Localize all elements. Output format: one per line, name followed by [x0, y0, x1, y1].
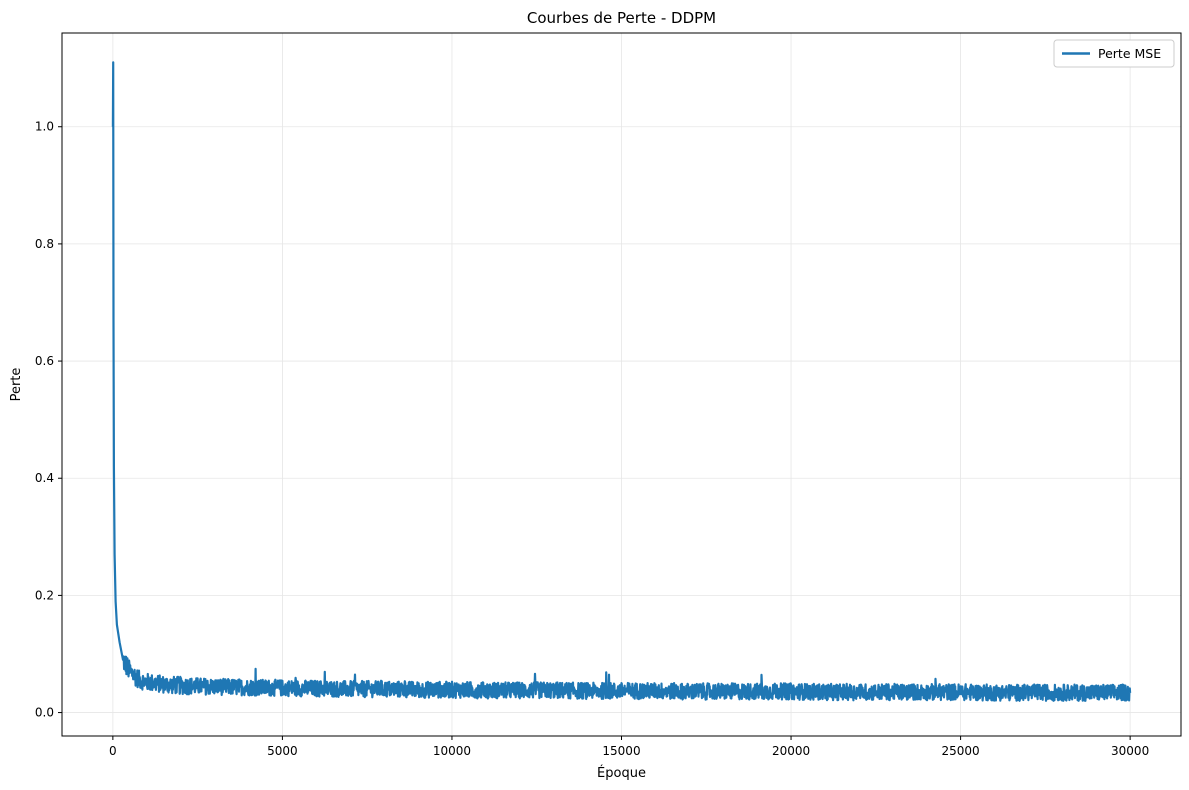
x-tick-label: 15000 [602, 744, 640, 758]
series-layer [111, 61, 1132, 702]
legend: Perte MSE [1053, 39, 1175, 68]
y-tick-label: 0.0 [35, 706, 54, 720]
x-tick-label: 5000 [267, 744, 298, 758]
series-line-perte-mse [111, 61, 1132, 702]
x-tick-label: 10000 [433, 744, 471, 758]
chart-title: Courbes de Perte - DDPM [527, 9, 716, 27]
y-tick-label: 0.4 [35, 471, 54, 485]
x-tick-label: 30000 [1111, 744, 1149, 758]
x-tick-label: 0 [109, 744, 117, 758]
legend-box [1053, 39, 1175, 68]
y-tick-label: 1.0 [35, 120, 54, 134]
ticks-layer: 0 5000 10000 15000 20000 25000 30000 0.0 0.2 0.4 0… [35, 120, 1149, 758]
legend-label-perte-mse: Perte MSE [1098, 46, 1161, 61]
y-tick-label: 0.6 [35, 354, 54, 368]
x-tick-label: 25000 [941, 744, 979, 758]
y-tick-label: 0.2 [35, 588, 54, 602]
grid-layer [62, 33, 1181, 736]
x-axis-label: Époque [597, 765, 646, 781]
y-tick-label: 0.8 [35, 237, 54, 251]
y-axis-label: Perte [9, 368, 24, 402]
x-tick-label: 20000 [772, 744, 810, 758]
